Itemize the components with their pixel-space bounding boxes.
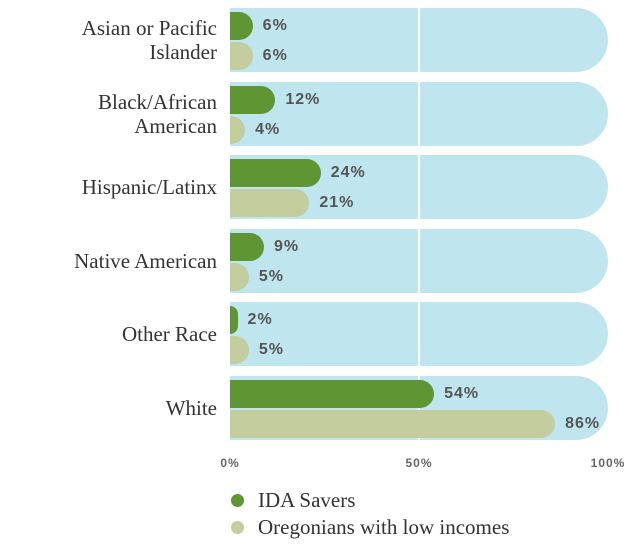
- bar: [230, 189, 310, 218]
- grid-line: [418, 302, 420, 367]
- value-label: 2%: [247, 311, 273, 329]
- legend-label: Oregonians with low incomes: [258, 514, 510, 539]
- x-tick-label: 0%: [220, 455, 240, 470]
- x-tick-label: 50%: [405, 455, 433, 470]
- category-label: White: [165, 396, 217, 420]
- grid-line: [418, 228, 420, 293]
- value-label: 4%: [255, 120, 281, 138]
- bar: [230, 410, 556, 438]
- value-label: 86%: [565, 415, 601, 432]
- grid-line: [418, 8, 420, 72]
- grid-line: [418, 155, 420, 220]
- bar: [230, 336, 249, 365]
- bar: [230, 232, 265, 261]
- legend-marker: [231, 493, 244, 507]
- grid-line: [418, 376, 420, 440]
- bar: [230, 159, 321, 188]
- bar: [230, 115, 246, 144]
- value-label: 12%: [285, 90, 321, 108]
- value-label: 6%: [262, 17, 288, 34]
- category-label: Hispanic/Latinx: [81, 175, 217, 200]
- value-label: 9%: [274, 237, 300, 255]
- bar: [230, 85, 276, 114]
- legend-marker: [231, 520, 244, 534]
- value-label: 21%: [319, 194, 355, 212]
- bar: [230, 380, 435, 408]
- value-label: 5%: [258, 267, 285, 285]
- grid-line: [418, 81, 420, 146]
- legend-label: IDA Savers: [258, 487, 356, 512]
- x-tick-label: 100%: [590, 455, 626, 470]
- bar: [230, 306, 238, 335]
- category-label: Asian or Pacific Islander: [81, 16, 217, 64]
- bar: [230, 262, 249, 291]
- bar: [230, 12, 253, 40]
- bar: [230, 42, 253, 70]
- value-label: 54%: [444, 385, 480, 402]
- value-label: 6%: [262, 47, 288, 64]
- category-label: Black/African American: [98, 89, 217, 138]
- value-label: 24%: [330, 164, 366, 182]
- value-label: 5%: [258, 341, 285, 359]
- category-label: Other Race: [121, 322, 217, 347]
- category-label: Native American: [74, 248, 217, 273]
